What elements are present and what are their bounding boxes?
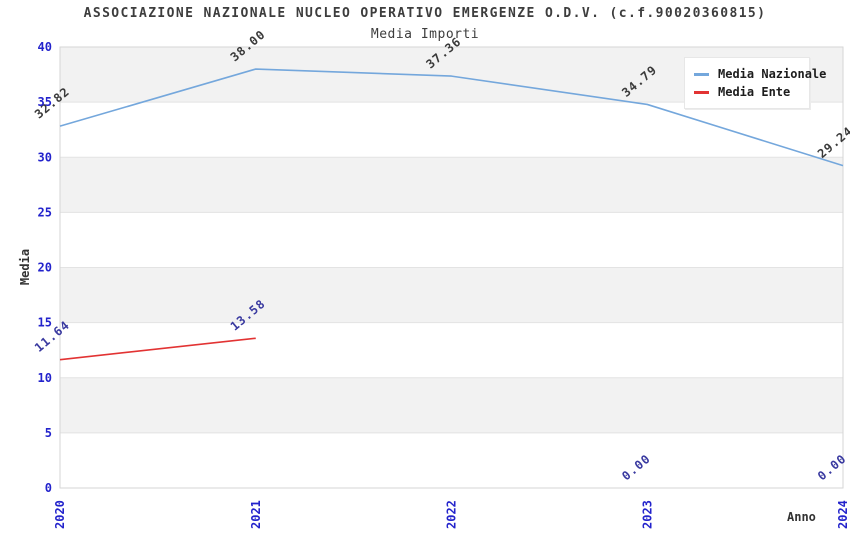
chart-title: ASSOCIAZIONE NAZIONALE NUCLEO OPERATIVO … xyxy=(83,6,767,21)
plot-border xyxy=(59,46,844,489)
x-axis-title: Anno xyxy=(787,510,816,524)
y-tick-label: 15 xyxy=(38,316,52,330)
plot-band xyxy=(60,377,843,433)
plot-band xyxy=(60,432,843,488)
series-line-ente xyxy=(59,337,256,361)
y-axis-title: Media xyxy=(18,248,32,286)
chart-subtitle: Media Importi xyxy=(370,27,480,42)
plot-band xyxy=(60,157,843,213)
legend-label-media-nazionale: Media Nazionale xyxy=(718,67,827,81)
x-tick-label: 2024 xyxy=(836,500,850,529)
x-tick-label: 2022 xyxy=(445,500,459,529)
legend-item-media-nazionale: Media Nazionale xyxy=(694,65,826,83)
plot-band xyxy=(60,267,843,323)
y-tick-label: 10 xyxy=(38,371,52,385)
y-tick-label: 40 xyxy=(38,40,52,54)
x-tick-label: 2020 xyxy=(53,500,67,529)
y-tick-label: 35 xyxy=(38,95,52,109)
line-swatch-media-ente xyxy=(694,90,709,94)
plot-band xyxy=(60,212,843,268)
series-line-nazionale xyxy=(59,68,844,167)
legend: Media Nazionale Media Ente xyxy=(684,57,826,109)
y-tick-label: 0 xyxy=(45,481,52,495)
line-swatch-media-nazionale xyxy=(694,72,709,76)
y-tick-label: 20 xyxy=(38,261,52,275)
legend-label-media-ente: Media Ente xyxy=(718,85,791,99)
x-tick-label: 2023 xyxy=(640,500,654,529)
plot-band xyxy=(60,102,843,158)
y-tick-label: 5 xyxy=(45,426,52,440)
y-tick-label: 25 xyxy=(38,205,52,219)
x-tick-label: 2021 xyxy=(249,500,263,529)
y-tick-label: 30 xyxy=(38,150,52,164)
plot-band xyxy=(60,322,843,378)
legend-item-media-ente: Media Ente xyxy=(694,83,800,101)
